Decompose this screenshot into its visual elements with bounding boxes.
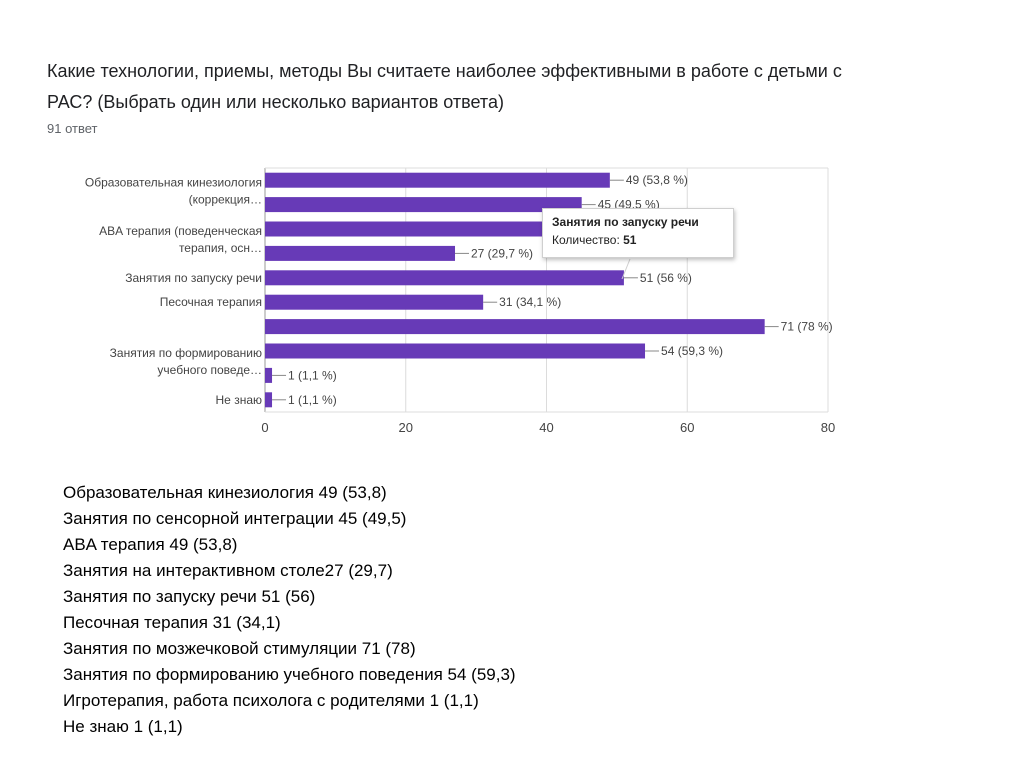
category-label: терапия, осн…	[179, 241, 262, 255]
summary-line: Занятия по сенсорной интеграции 45 (49,5…	[63, 509, 407, 528]
category-labels: Образовательная кинезиология (коррекция… A…	[85, 175, 262, 406]
data-label: 27 (29,7 %)	[471, 246, 533, 260]
bar[interactable]	[265, 270, 624, 286]
bar[interactable]	[265, 197, 582, 213]
data-label: 1 (1,1 %)	[288, 368, 337, 382]
category-label: Не знаю	[216, 393, 262, 407]
category-label: учебного поведе…	[157, 363, 262, 377]
x-axis-ticks: 0 20 40 60 80	[261, 420, 835, 435]
bars: 49 (53,8 %)45 (49,5 %)49 (53,8 %)27 (29,…	[265, 172, 833, 408]
summary-line: Игротерапия, работа психолога с родителя…	[63, 691, 479, 710]
summary-line: Занятия по запуску речи 51 (56)	[63, 587, 316, 606]
category-label: Занятия по запуску речи	[125, 271, 262, 285]
data-label: 51 (56 %)	[640, 271, 692, 285]
category-label: (коррекция…	[189, 192, 262, 206]
bar[interactable]	[265, 343, 646, 359]
bar[interactable]	[265, 245, 456, 261]
bar[interactable]	[265, 319, 765, 335]
bar[interactable]	[265, 294, 484, 310]
summary-line: Занятия по мозжечковой стимуляции 71 (78…	[63, 639, 416, 658]
tooltip-label: Количество:	[552, 233, 620, 247]
chart-tooltip: Занятия по запуску речи Количество: 51	[542, 208, 734, 258]
category-label: ABA терапия (поведенческая	[99, 224, 262, 238]
summary-line: ABA терапия 49 (53,8)	[63, 535, 238, 554]
tooltip-title: Занятия по запуску речи	[552, 215, 699, 229]
x-tick-label: 60	[680, 420, 694, 435]
bar[interactable]	[265, 172, 610, 188]
summary-list: Образовательная кинезиология 49 (53,8) За…	[63, 480, 516, 740]
category-label: Образовательная кинезиология	[85, 175, 262, 189]
question-title: Какие технологии, приемы, методы Вы счит…	[47, 61, 842, 112]
bar[interactable]	[265, 367, 273, 383]
data-label: 31 (34,1 %)	[499, 295, 561, 309]
summary-line: Занятия на интерактивном столе27 (29,7)	[63, 561, 393, 580]
data-label: 71 (78 %)	[781, 320, 833, 334]
bar-chart: 49 (53,8 %)45 (49,5 %)49 (53,8 %)27 (29,…	[85, 167, 835, 435]
category-label: Занятия по формированию	[110, 346, 262, 360]
summary-line: Образовательная кинезиология 49 (53,8)	[63, 483, 387, 502]
data-label: 49 (53,8 %)	[626, 173, 688, 187]
category-label: Песочная терапия	[160, 295, 262, 309]
x-tick-label: 0	[261, 420, 268, 435]
data-label: 54 (59,3 %)	[661, 344, 723, 358]
tooltip-pointer	[621, 258, 631, 280]
summary-line: Не знаю 1 (1,1)	[63, 717, 183, 736]
answer-count: 91 ответ	[47, 121, 98, 136]
x-tick-label: 80	[821, 420, 835, 435]
summary-line: Песочная терапия 31 (34,1)	[63, 613, 281, 632]
tooltip-value: 51	[623, 233, 637, 247]
x-tick-label: 40	[539, 420, 553, 435]
data-label: 1 (1,1 %)	[288, 393, 337, 407]
x-tick-label: 20	[399, 420, 413, 435]
bar[interactable]	[265, 392, 273, 408]
summary-line: Занятия по формированию учебного поведен…	[63, 665, 516, 684]
bar[interactable]	[265, 221, 610, 237]
